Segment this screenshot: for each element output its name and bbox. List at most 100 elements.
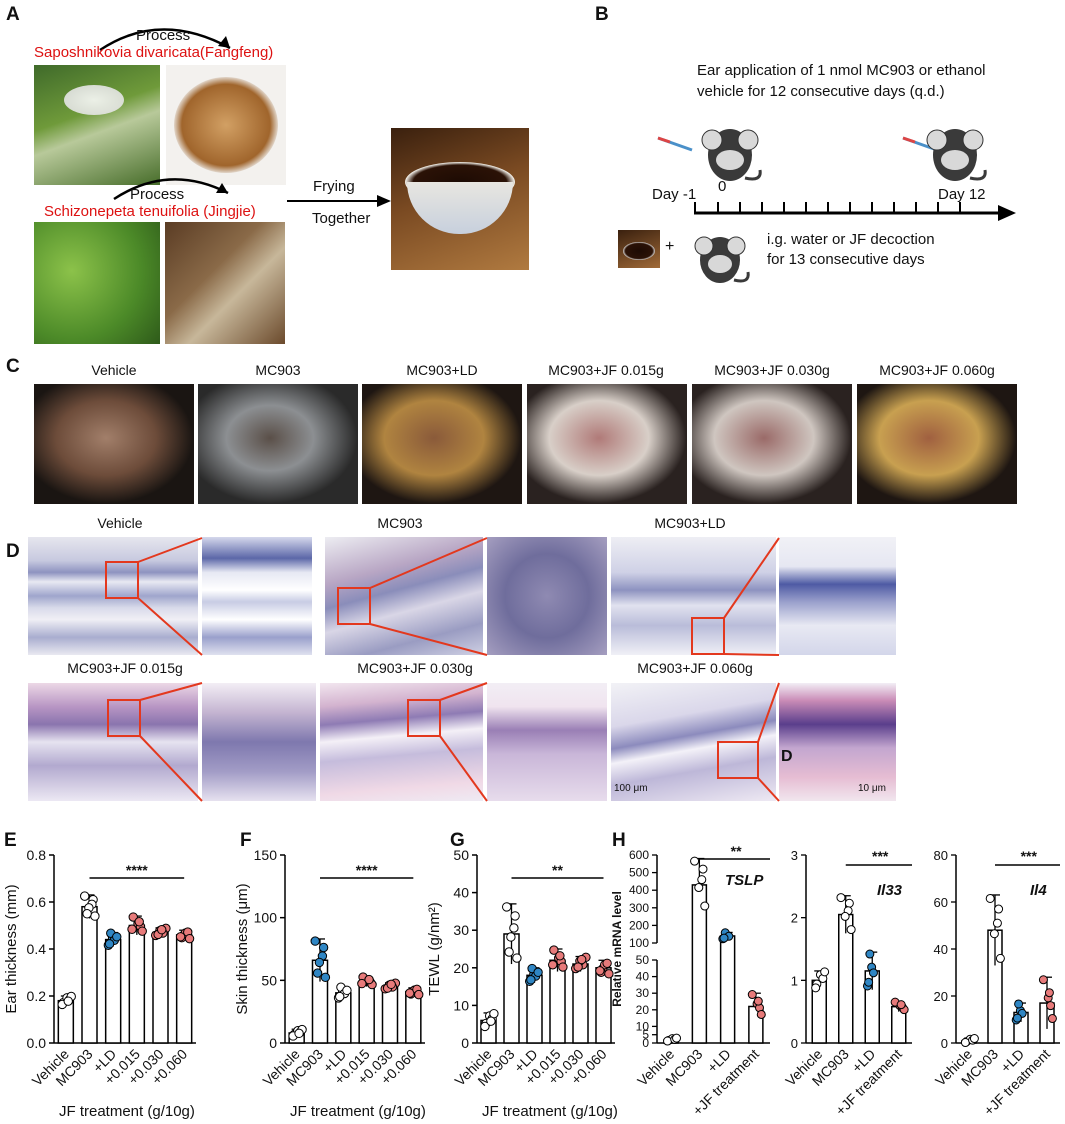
data-point — [357, 978, 367, 989]
bar — [175, 934, 193, 1044]
process-arrow-2 — [113, 178, 229, 201]
data-point — [80, 891, 90, 901]
data-point — [995, 953, 1005, 963]
ear-label-vehicle: Vehicle — [91, 362, 137, 378]
data-point — [509, 923, 519, 933]
data-point — [548, 960, 558, 970]
bar — [719, 935, 736, 1044]
significance-label: **** — [126, 862, 148, 878]
y-tick-label: 600 — [629, 848, 649, 862]
data-point — [864, 977, 874, 987]
mouse-icon-gavage — [694, 236, 750, 283]
ear-label-mc903: MC903 — [255, 362, 301, 378]
data-point — [1012, 1013, 1022, 1023]
mouse-icon-right — [902, 129, 987, 181]
fangfeng-plant-photo — [34, 65, 160, 185]
timeline-axis — [694, 202, 1016, 221]
data-point — [573, 962, 583, 972]
ear-application-line-2: vehicle for 12 consecutive days (q.d.) — [697, 83, 945, 100]
y-tick-label: 0 — [461, 1035, 469, 1051]
significance-label: ** — [731, 843, 742, 859]
data-point — [555, 951, 565, 961]
histology-jf-0015 — [28, 683, 198, 801]
data-point — [700, 901, 710, 911]
y-tick-label: 300 — [629, 901, 649, 915]
data-point — [405, 988, 415, 998]
y-tick-label: 200 — [629, 918, 649, 932]
y-tick-label: 0.4 — [27, 941, 47, 957]
timeline-day-0: 0 — [718, 178, 727, 195]
y-tick-label: 400 — [629, 883, 649, 897]
y-tick-label: 50 — [261, 972, 277, 988]
data-point — [127, 924, 137, 934]
data-point — [663, 1036, 673, 1046]
plant-name-fangfeng: Saposhnikovia divaricata(Fangfeng) — [34, 44, 274, 61]
data-point — [512, 953, 522, 963]
data-point — [836, 893, 846, 903]
timeline-day-12: Day 12 — [938, 186, 986, 203]
y-axis-label: TEWL (g/nm²) — [426, 902, 443, 996]
data-point — [602, 958, 612, 968]
histology-jf-0030 — [320, 683, 483, 801]
histology-zoom-indicators — [105, 537, 780, 802]
histology-jf-0015-zoom — [202, 683, 316, 801]
ear-photo-jf-0060 — [857, 384, 1017, 504]
histo-label-jf-0030: MC903+JF 0.030g — [357, 660, 473, 676]
data-point — [577, 954, 587, 965]
data-point — [549, 945, 559, 955]
data-point — [1047, 1014, 1057, 1024]
bar — [595, 967, 612, 1044]
data-point — [414, 989, 424, 1000]
data-point — [533, 967, 543, 978]
y-tick-label: 0 — [642, 1036, 649, 1050]
scale-bar-10um: 10 μm — [858, 783, 886, 794]
y-tick-label: 20 — [453, 960, 469, 976]
panel-letter-e: E — [4, 830, 17, 851]
gavage-line-2: for 13 consecutive days — [767, 251, 925, 268]
decoction-bowl-photo — [391, 128, 529, 270]
frying-label: Frying — [313, 178, 355, 195]
bar — [358, 980, 375, 1044]
histology-mc903 — [325, 537, 483, 655]
scale-bar-100um: 100 μm — [614, 783, 648, 794]
data-point — [1038, 975, 1048, 985]
x-group-label: JF treatment (g/10g) — [482, 1103, 618, 1120]
y-tick-label: 500 — [629, 866, 649, 880]
jingjie-plant-photo — [34, 222, 160, 344]
ear-photo-jf-0015 — [527, 384, 687, 504]
bar — [381, 985, 399, 1044]
data-point — [318, 942, 329, 953]
y-tick-label: 50 — [453, 847, 469, 863]
data-point — [811, 983, 821, 993]
y-tick-label: 40 — [636, 970, 650, 984]
histo-label-vehicle: Vehicle — [97, 515, 143, 531]
y-tick-label: 0.2 — [27, 988, 47, 1004]
significance-label: *** — [1021, 848, 1038, 864]
data-point — [595, 966, 605, 976]
data-point — [312, 968, 323, 978]
data-point — [157, 925, 167, 935]
panel-letter-f: F — [240, 830, 252, 851]
bar — [549, 959, 566, 1044]
y-tick-label: 2 — [791, 911, 798, 926]
data-point — [82, 909, 92, 919]
histology-ld-zoom — [779, 537, 896, 655]
plant-name-jingjie: Schizonepeta tenuifolia (Jingjie) — [44, 203, 256, 220]
panel-letter-c: C — [6, 356, 20, 377]
panel-letter-g: G — [450, 830, 465, 851]
data-point — [502, 902, 512, 912]
fangfeng-dried-slices-photo — [166, 65, 286, 185]
data-point — [112, 932, 122, 942]
y-tick-label: 20 — [934, 989, 948, 1004]
data-point — [320, 972, 331, 983]
y-axis-label: Relative mRNA level — [610, 891, 624, 1007]
data-point — [134, 917, 144, 927]
bar — [128, 924, 146, 1044]
bar — [572, 963, 589, 1044]
ear-photo-mc903 — [198, 384, 358, 504]
gene-label-il4: Il4 — [1030, 882, 1047, 899]
data-point — [175, 932, 186, 942]
gene-label-tslp: TSLP — [725, 872, 764, 889]
significance-label: *** — [872, 848, 889, 864]
